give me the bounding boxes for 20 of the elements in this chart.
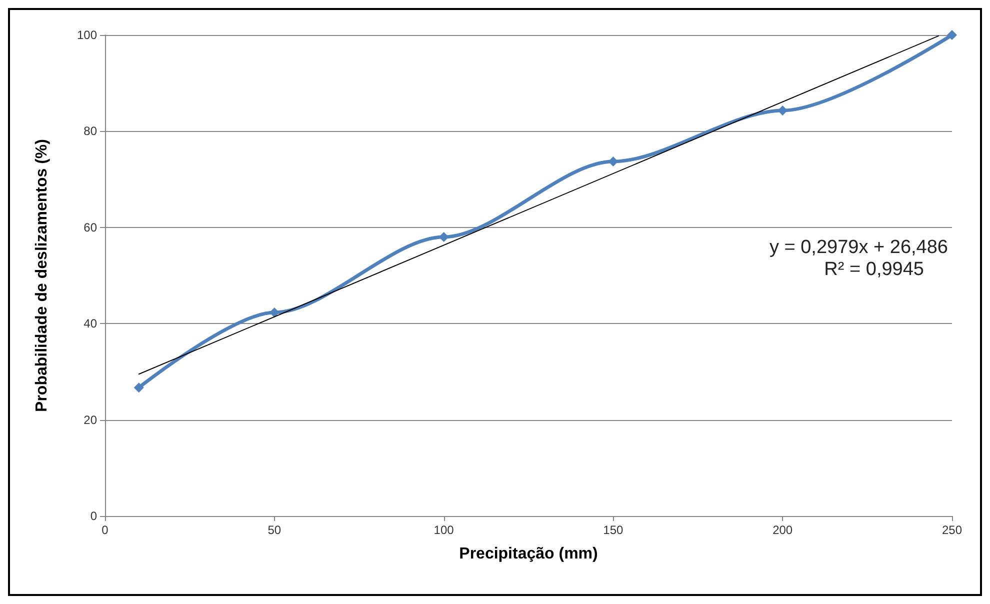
annotation: R² = 0,9945 <box>824 259 924 280</box>
x-tick-label: 100 <box>434 523 454 537</box>
y-tick-label: 100 <box>76 28 98 42</box>
point <box>134 382 144 393</box>
y-axis-title: Probabilidade de deslizamentos (%) <box>34 139 50 412</box>
y-tick-label: 0 <box>90 509 98 523</box>
x-tick-label: 250 <box>942 523 962 537</box>
x-tick-label: 0 <box>102 523 109 537</box>
annotation: y = 0,2979x + 26,486 <box>769 237 948 258</box>
y-tick-label: 40 <box>84 316 98 331</box>
y-tick-label: 80 <box>84 124 98 138</box>
y-tick-label: 20 <box>84 412 98 427</box>
x-tick-label: 200 <box>772 523 793 537</box>
x-tick-label: 150 <box>603 523 624 537</box>
point <box>947 30 957 40</box>
x-axis-title: Precipitação (mm) <box>459 546 598 562</box>
x-tick-label: 50 <box>268 523 282 537</box>
point <box>608 156 618 167</box>
y-tick-label: 60 <box>84 220 98 234</box>
point <box>438 232 449 242</box>
